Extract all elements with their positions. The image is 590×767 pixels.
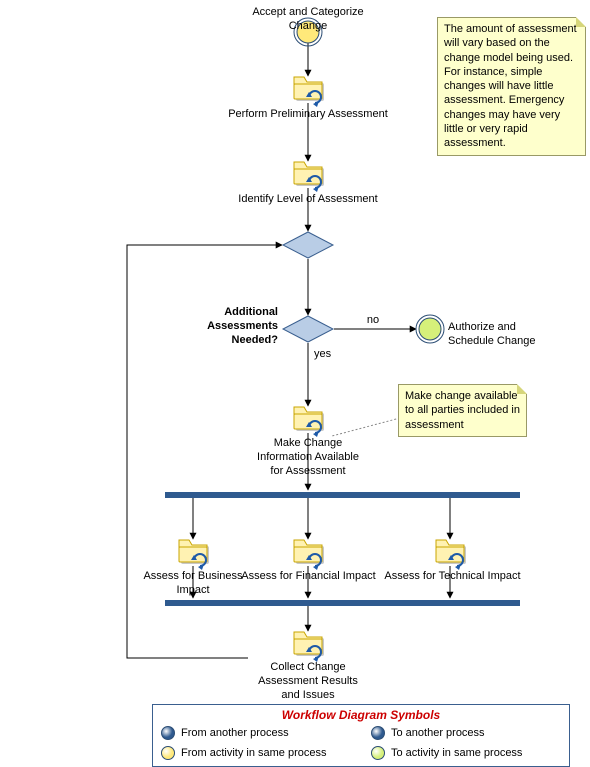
label-collect: Collect ChangeAssessment Resultsand Issu… [248,661,368,702]
label-assess-tech: Assess for Technical Impact [380,570,525,584]
label-assess-fin: Assess for Financial Impact [236,570,381,584]
legend-text: To activity in same process [391,747,522,759]
legend-item: From another process [161,726,351,740]
legend: Workflow Diagram Symbols From another pr… [152,704,570,767]
label-identify: Identify Level of Assessment [228,193,388,207]
label-preliminary: Perform Preliminary Assessment [218,108,398,122]
label-make-available: Make ChangeInformation Availablefor Asse… [245,437,371,478]
legend-item: To another process [371,726,561,740]
label-no: no [358,314,388,328]
label-yes: yes [314,348,344,362]
note-assessment-amount: The amount of assessment will vary based… [437,17,586,156]
legend-item: From activity in same process [161,746,351,760]
legend-item: To activity in same process [371,746,561,760]
circle-icon [161,746,175,760]
legend-text: From another process [181,727,289,739]
label-accept: Accept and CategorizeChange [246,6,370,34]
legend-text: To another process [391,727,485,739]
circle-icon [161,726,175,740]
legend-text: From activity in same process [181,747,326,759]
label-assess-biz: Assess for BusinessImpact [138,570,248,598]
label-additional: AdditionalAssessmentsNeeded? [192,306,278,347]
label-authorize: Authorize andSchedule Change [448,321,558,349]
legend-title: Workflow Diagram Symbols [161,708,561,722]
circle-icon [371,726,385,740]
note-make-available: Make change available to all parties inc… [398,384,527,437]
circle-icon [371,746,385,760]
